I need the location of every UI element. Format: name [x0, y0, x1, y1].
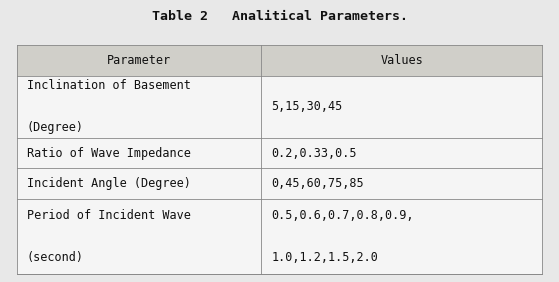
Text: 0,45,60,75,85: 0,45,60,75,85	[271, 177, 364, 190]
Text: Ratio of Wave Impedance: Ratio of Wave Impedance	[27, 147, 191, 160]
Text: 0.5,0.6,0.7,0.8,0.9,

1.0,1.2,1.5,2.0: 0.5,0.6,0.7,0.8,0.9, 1.0,1.2,1.5,2.0	[271, 209, 414, 264]
Text: 5,15,30,45: 5,15,30,45	[271, 100, 343, 113]
Text: Values: Values	[380, 54, 423, 67]
Bar	[17, 45, 542, 76]
Text: Table 2   Analitical Parameters.: Table 2 Analitical Parameters.	[151, 10, 408, 23]
Text: 0.2,0.33,0.5: 0.2,0.33,0.5	[271, 147, 357, 160]
Text: Incident Angle (Degree): Incident Angle (Degree)	[27, 177, 191, 190]
Text: Inclination of Basement

(Degree): Inclination of Basement (Degree)	[27, 79, 191, 134]
Text: Period of Incident Wave

(second): Period of Incident Wave (second)	[27, 209, 191, 264]
Text: Parameter: Parameter	[107, 54, 171, 67]
Bar	[17, 45, 542, 274]
